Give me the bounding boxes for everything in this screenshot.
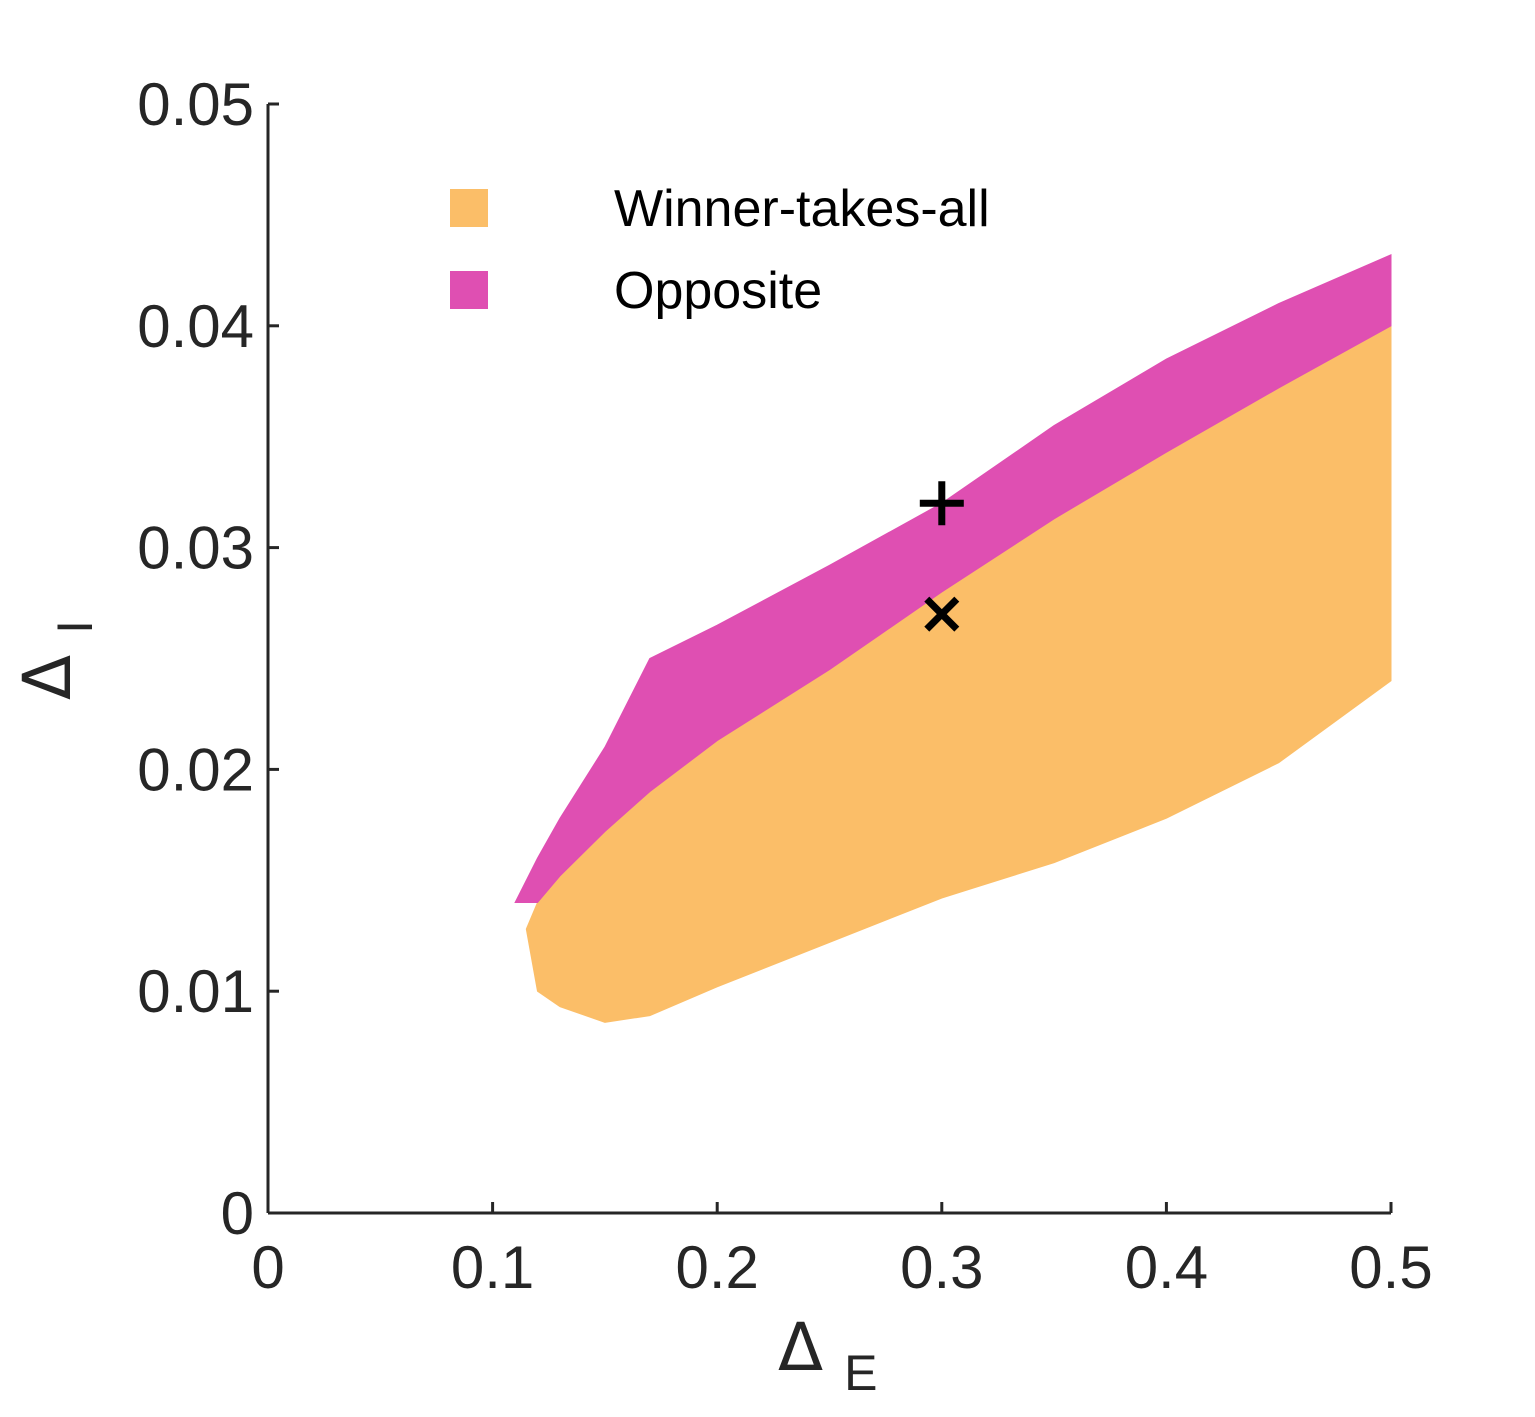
- y-tick-label: 0: [221, 1180, 254, 1247]
- plus-marker: [919, 481, 964, 526]
- point-markers: [919, 481, 964, 632]
- x-tick-label: 0: [251, 1234, 284, 1301]
- svg-text:Δ I: Δ I: [9, 620, 103, 700]
- plot-regions: [514, 254, 1392, 1023]
- x-axis-label-main: Δ: [778, 1309, 823, 1386]
- legend-label: Opposite: [614, 262, 822, 320]
- region-opposite: [514, 254, 1392, 903]
- x-tick-label: 0.4: [1125, 1234, 1208, 1301]
- x-axis-label: Δ E: [778, 1309, 878, 1401]
- ticks: 0 0.1 0.2 0.3 0.4 0.5 0 0.01 0.02 0.03 0.04 0.05: [137, 71, 1432, 1301]
- y-tick-label: 0.01: [137, 958, 254, 1025]
- y-tick-label: 0.02: [137, 736, 254, 803]
- y-axis-label: Δ I: [9, 620, 103, 700]
- x-tick-label: 0.3: [900, 1234, 983, 1301]
- x-tick-label: 0.2: [675, 1234, 758, 1301]
- legend-swatch: [450, 271, 488, 309]
- axes: [266, 104, 1391, 1215]
- cross-marker: [924, 596, 960, 632]
- y-axis-label-sub: I: [47, 620, 103, 634]
- x-tick-label: 0.5: [1349, 1234, 1432, 1301]
- x-tick-label: 0.1: [451, 1234, 534, 1301]
- y-tick-label: 0.04: [137, 293, 254, 360]
- legend-swatch: [450, 189, 488, 227]
- y-tick-label: 0.03: [137, 515, 254, 582]
- y-tick-label: 0.05: [137, 71, 254, 138]
- x-axis-label-sub: E: [844, 1345, 877, 1401]
- y-axis-label-main: Δ: [9, 655, 86, 700]
- legend-label: Winner-takes-all: [614, 180, 990, 238]
- legend: Winner-takes-all Opposite: [450, 180, 990, 320]
